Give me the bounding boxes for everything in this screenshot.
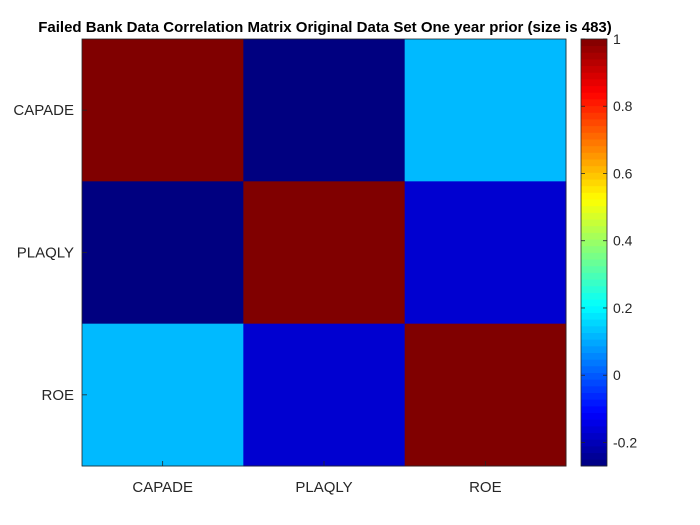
- colorbar-band: [581, 112, 607, 120]
- colorbar-band: [581, 232, 607, 240]
- colorbar-band: [581, 225, 607, 233]
- colorbar-band: [581, 412, 607, 420]
- colorbar-band: [581, 425, 607, 434]
- colorbar-band: [581, 352, 607, 360]
- chart-title: Failed Bank Data Correlation Matrix Orig…: [38, 19, 612, 36]
- colorbar-band: [581, 365, 607, 373]
- colorbar-band: [581, 72, 607, 80]
- colorbar-band: [581, 132, 607, 140]
- y-axis: CAPADE PLAQLY ROE: [13, 102, 87, 404]
- colorbar-band: [581, 379, 607, 387]
- colorbar-band: [581, 319, 607, 327]
- heatmap-cell: [243, 181, 406, 325]
- colorbar-band: [581, 245, 607, 253]
- colorbar-tick-label: 0.8: [613, 98, 633, 114]
- colorbar-band: [581, 332, 607, 340]
- colorbar-band: [581, 172, 607, 180]
- colorbar-band: [581, 285, 607, 293]
- heatmap-cell: [404, 323, 567, 467]
- colorbar-band: [581, 259, 607, 267]
- colorbar-tick-label: 0: [613, 367, 621, 383]
- heatmap-cell: [404, 181, 567, 325]
- heatmap-cell: [82, 181, 244, 325]
- colorbar-tick-label: 0.2: [613, 300, 633, 316]
- colorbar-band: [581, 65, 607, 73]
- heatmap-cells: [82, 39, 567, 467]
- colorbar-band: [581, 452, 607, 460]
- colorbar-band: [581, 192, 607, 200]
- colorbar-band: [581, 445, 607, 454]
- colorbar-band: [581, 339, 607, 347]
- x-tick-label: PLAQLY: [295, 479, 352, 496]
- colorbar-band: [581, 212, 607, 220]
- colorbar-band: [581, 299, 607, 307]
- y-tick-label: ROE: [41, 387, 74, 404]
- colorbar-tick-label: -0.2: [613, 434, 637, 450]
- colorbar-band: [581, 399, 607, 407]
- y-tick-label: PLAQLY: [17, 245, 74, 262]
- colorbar-band: [581, 92, 607, 100]
- colorbar-band: [581, 305, 607, 313]
- colorbar-band: [581, 239, 607, 247]
- colorbar-band: [581, 79, 607, 87]
- colorbar-band: [581, 432, 607, 440]
- colorbar-band: [581, 359, 607, 367]
- colorbar: [580, 38, 608, 467]
- colorbar-band: [581, 292, 607, 300]
- colorbar-band: [581, 125, 607, 133]
- colorbar-tick-label: 1: [613, 31, 621, 47]
- x-tick-label: CAPADE: [132, 479, 193, 496]
- colorbar-band: [581, 85, 607, 93]
- colorbar-band: [581, 419, 607, 427]
- colorbar-band: [581, 39, 607, 47]
- plot-area-frame: [81, 38, 567, 467]
- colorbar-band: [581, 439, 607, 447]
- heatmap-cell: [243, 39, 406, 182]
- colorbar-band: [581, 325, 607, 333]
- colorbar-band: [581, 205, 607, 213]
- colorbar-band: [581, 179, 607, 187]
- colorbar-ticks: -0.2 0 0.2 0.4 0.6 0.8 1: [581, 31, 637, 450]
- colorbar-band: [581, 185, 607, 193]
- colorbar-band: [581, 272, 607, 280]
- heatmap-cell: [82, 323, 244, 467]
- colorbar-band: [581, 312, 607, 320]
- colorbar-band: [581, 252, 607, 260]
- colorbar-band: [581, 219, 607, 227]
- colorbar-band: [581, 139, 607, 147]
- heatmap-cell: [82, 39, 244, 182]
- colorbar-band: [581, 405, 607, 414]
- colorbar-band: [581, 392, 607, 400]
- colorbar-band: [581, 152, 607, 160]
- colorbar-band: [581, 265, 607, 273]
- x-axis: CAPADE PLAQLY ROE: [132, 461, 502, 496]
- colorbar-band: [581, 45, 607, 53]
- colorbar-band: [581, 52, 607, 60]
- colorbar-band: [581, 159, 607, 167]
- colorbar-band: [581, 59, 607, 67]
- colorbar-band: [581, 459, 607, 467]
- colorbar-band: [581, 279, 607, 287]
- colorbar-band: [581, 105, 607, 113]
- heatmap-cell: [243, 323, 406, 467]
- y-tick-label: CAPADE: [13, 102, 74, 119]
- colorbar-band: [581, 199, 607, 207]
- colorbar-band: [581, 345, 607, 353]
- colorbar-frame: [580, 38, 608, 467]
- colorbar-band: [581, 145, 607, 153]
- colorbar-band: [581, 372, 607, 380]
- x-tick-label: ROE: [469, 479, 502, 496]
- colorbar-tick-label: 0.6: [613, 165, 633, 181]
- colorbar-band: [581, 119, 607, 127]
- colorbar-band: [581, 99, 607, 107]
- colorbar-tick-label: 0.4: [613, 233, 633, 249]
- heatmap-cell: [404, 39, 567, 182]
- colorbar-band: [581, 385, 607, 394]
- colorbar-band: [581, 165, 607, 173]
